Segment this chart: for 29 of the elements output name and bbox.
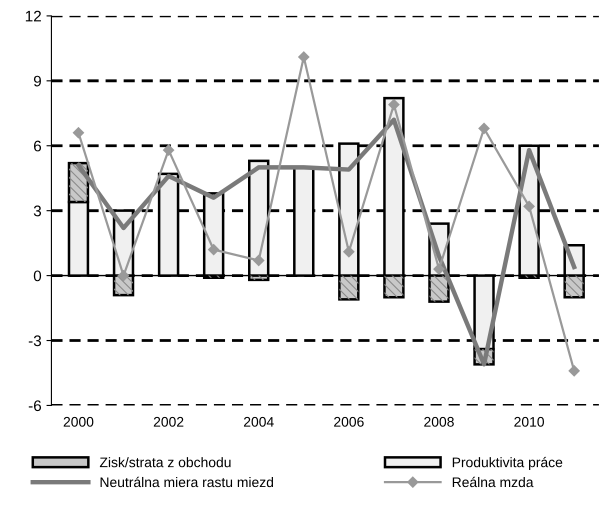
point <box>388 99 400 110</box>
point <box>208 244 220 256</box>
y-tick-label: 6 <box>34 140 42 152</box>
y-tick-label: 3 <box>34 206 42 216</box>
x-tick-label: 2006 <box>334 416 364 427</box>
point <box>523 200 535 212</box>
legend-label: Produktivita práce <box>452 456 562 470</box>
y-tick-label: -3 <box>28 335 42 346</box>
point <box>298 51 310 63</box>
y-tick-label: 0 <box>34 270 42 282</box>
y-tick-label: 9 <box>34 76 41 87</box>
point <box>433 264 445 275</box>
point <box>343 246 354 258</box>
point <box>478 122 490 134</box>
point <box>253 254 264 266</box>
point <box>162 144 174 156</box>
legend-label: Neutrálna miera rastu miezd <box>100 476 274 488</box>
point <box>72 127 84 138</box>
x-tick-label: 2002 <box>154 416 184 427</box>
x-tick-label: 2010 <box>514 416 544 427</box>
y-tick-label: -6 <box>28 400 42 412</box>
point <box>568 365 580 376</box>
x-tick-label: 2008 <box>424 416 454 427</box>
x-tick-label: 2004 <box>244 416 274 427</box>
y-tick-label: 12 <box>26 10 41 22</box>
x-tick-label: 2000 <box>64 416 94 427</box>
point <box>118 270 130 282</box>
legend-label: Reálna mzda <box>452 476 534 488</box>
legend-label: Zisk/strata z obchodu <box>100 457 231 468</box>
